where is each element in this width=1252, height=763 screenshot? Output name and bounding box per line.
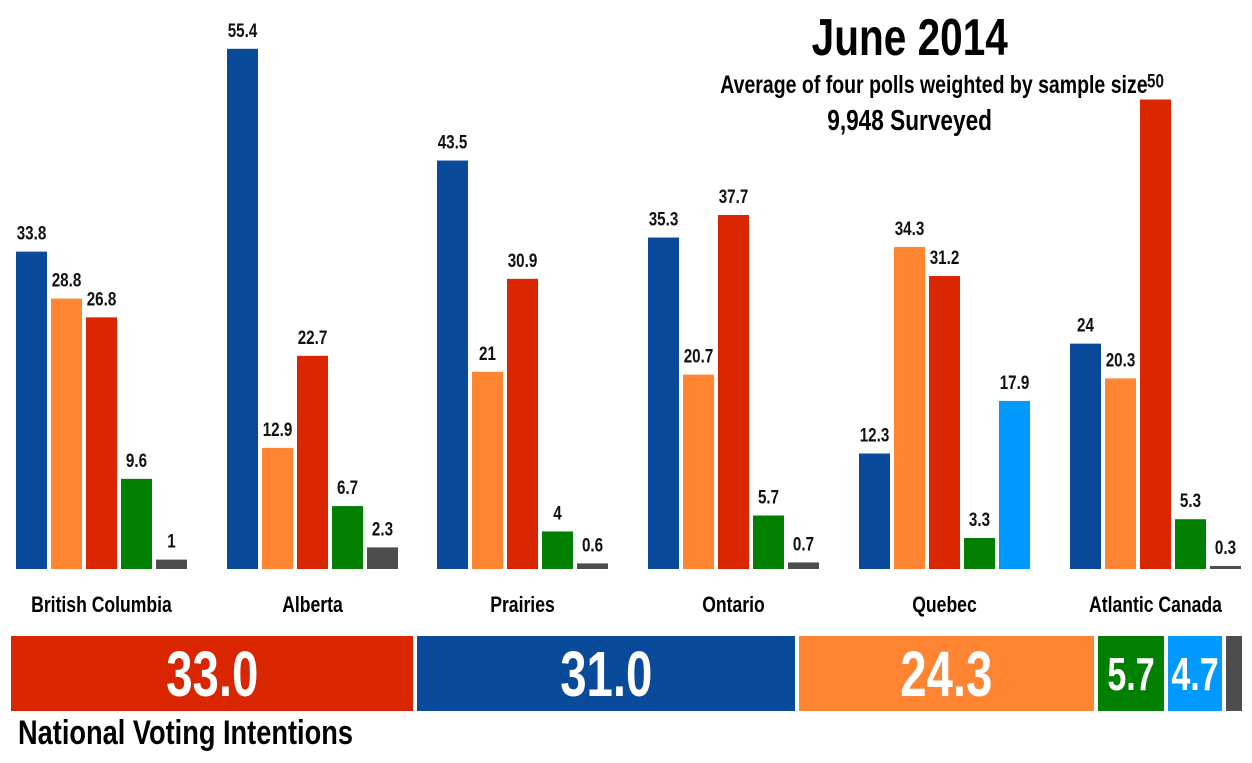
bar-value-label: 26.8 [87, 288, 117, 310]
bar-gray [156, 559, 187, 569]
national-segment-value: 24.3 [900, 637, 993, 710]
bar-red [297, 355, 328, 569]
bar-green [964, 538, 995, 569]
bar-red [1140, 99, 1171, 569]
national-segment-blue: 31.0 [417, 636, 795, 711]
national-segment-green: 5.7 [1097, 636, 1165, 711]
bar-value-label: 33.8 [17, 222, 47, 244]
bar-gray [788, 562, 819, 569]
bar-orange [472, 371, 503, 569]
bar-value-label: 9.6 [126, 449, 147, 471]
bar-value-label: 17.9 [1000, 371, 1030, 393]
bar-value-label: 2.3 [372, 518, 393, 540]
bar-value-label: 5.3 [1180, 490, 1201, 512]
bar-gray [577, 563, 608, 569]
national-segment-orange: 24.3 [798, 636, 1094, 711]
bar-red [507, 278, 538, 569]
regional-bar-chart: 33.8 28.826.8 9.6 1 British Columbia 55.4 12.9… [16, 19, 1241, 618]
bar-red [718, 214, 749, 569]
national-segment-red: 33.0 [11, 636, 414, 711]
national-segment-value: 4.7 [1171, 647, 1219, 700]
bar-green [332, 506, 363, 569]
bar-red [86, 317, 117, 569]
region-label: Prairies [490, 593, 555, 617]
bar-orange [683, 374, 714, 569]
bar-value-label: 4 [553, 502, 562, 524]
bar-value-label: 6.7 [337, 476, 358, 498]
region-group-quebec: 12.3 34.331.2 3.3 17.9 Quebec [859, 217, 1030, 618]
bar-green [753, 515, 784, 569]
bar-blue [859, 453, 890, 569]
chart-header: June 2014 Average of four polls weighted… [660, 8, 1160, 140]
bar-value-label: 30.9 [508, 249, 538, 271]
bar-value-label: 34.3 [895, 217, 925, 239]
bar-lightblue [999, 400, 1030, 569]
bar-value-label: 0.7 [793, 533, 814, 555]
bar-value-label: 12.3 [860, 424, 890, 446]
bar-value-label: 22.7 [298, 326, 328, 348]
bar-value-label: 3.3 [969, 508, 990, 530]
bar-value-label: 37.7 [719, 185, 749, 207]
region-group-prairies: 43.5 21 30.9 4 0.6 Prairies [437, 131, 608, 618]
bar-orange [262, 447, 293, 569]
bar-value-label: 55.4 [228, 19, 258, 41]
region-group-british-columbia: 33.8 28.826.8 9.6 1 British Columbia [16, 222, 187, 618]
national-voting-label: National Voting Intentions [18, 714, 353, 752]
region-label: Alberta [282, 593, 343, 617]
chart-subtitle: Average of four polls weighted by sample… [720, 71, 1148, 99]
region-group-alberta: 55.4 12.9 22.7 6.7 2.3 Alberta [227, 19, 398, 618]
region-label: Quebec [912, 593, 977, 617]
bar-orange [1105, 378, 1136, 569]
national-segment-lightblue: 4.7 [1168, 636, 1222, 711]
bar-blue [648, 237, 679, 569]
bar-value-label: 12.9 [263, 418, 293, 440]
bar-value-label: 35.3 [649, 208, 679, 230]
bar-value-label: 0.3 [1215, 536, 1236, 558]
bar-gray [367, 547, 398, 569]
region-label: Atlantic Canada [1089, 593, 1223, 617]
bar-value-label: 28.8 [52, 269, 82, 291]
bar-value-label: 0.6 [582, 534, 603, 556]
national-segment-value: 31.0 [559, 637, 653, 710]
bar-blue [227, 48, 258, 569]
bar-orange [51, 298, 82, 569]
bar-green [542, 531, 573, 569]
bar-value-label: 20.3 [1106, 349, 1136, 371]
bar-blue [437, 160, 468, 569]
bar-blue [1070, 343, 1101, 569]
region-group-ontario: 35.3 20.7 37.7 5.7 0.7 Ontario [648, 185, 819, 618]
bar-orange [894, 246, 925, 569]
bar-value-label: 1 [167, 530, 176, 552]
bar-value-label: 5.7 [758, 486, 779, 508]
bar-red [929, 276, 960, 569]
sample-size: 9,948 Surveyed [827, 105, 993, 137]
bar-green [1175, 519, 1206, 569]
region-label: Ontario [702, 593, 765, 617]
national-segment-value: 33.0 [166, 637, 259, 710]
bar-value-label: 31.2 [930, 246, 960, 268]
bar-value-label: 43.5 [438, 131, 468, 153]
region-label: British Columbia [31, 593, 173, 617]
bar-value-label: 24 [1077, 314, 1094, 336]
bar-green [121, 478, 152, 569]
region-group-atlantic-canada: 24 20.3 50 5.3 0.3 Atlantic Canada [1070, 70, 1241, 618]
bar-value-label: 50 [1147, 70, 1164, 92]
bar-value-label: 21 [479, 342, 496, 364]
national-segment-gray [1225, 636, 1242, 711]
bar-value-label: 20.7 [684, 345, 714, 367]
national-voting-bar: 33.0 31.0 24.3 5.7 4.7 [11, 636, 1242, 711]
chart-title: June 2014 [811, 9, 1009, 67]
national-segment-value: 5.7 [1107, 647, 1155, 700]
bar-blue [16, 251, 47, 570]
bar-gray [1210, 566, 1241, 569]
